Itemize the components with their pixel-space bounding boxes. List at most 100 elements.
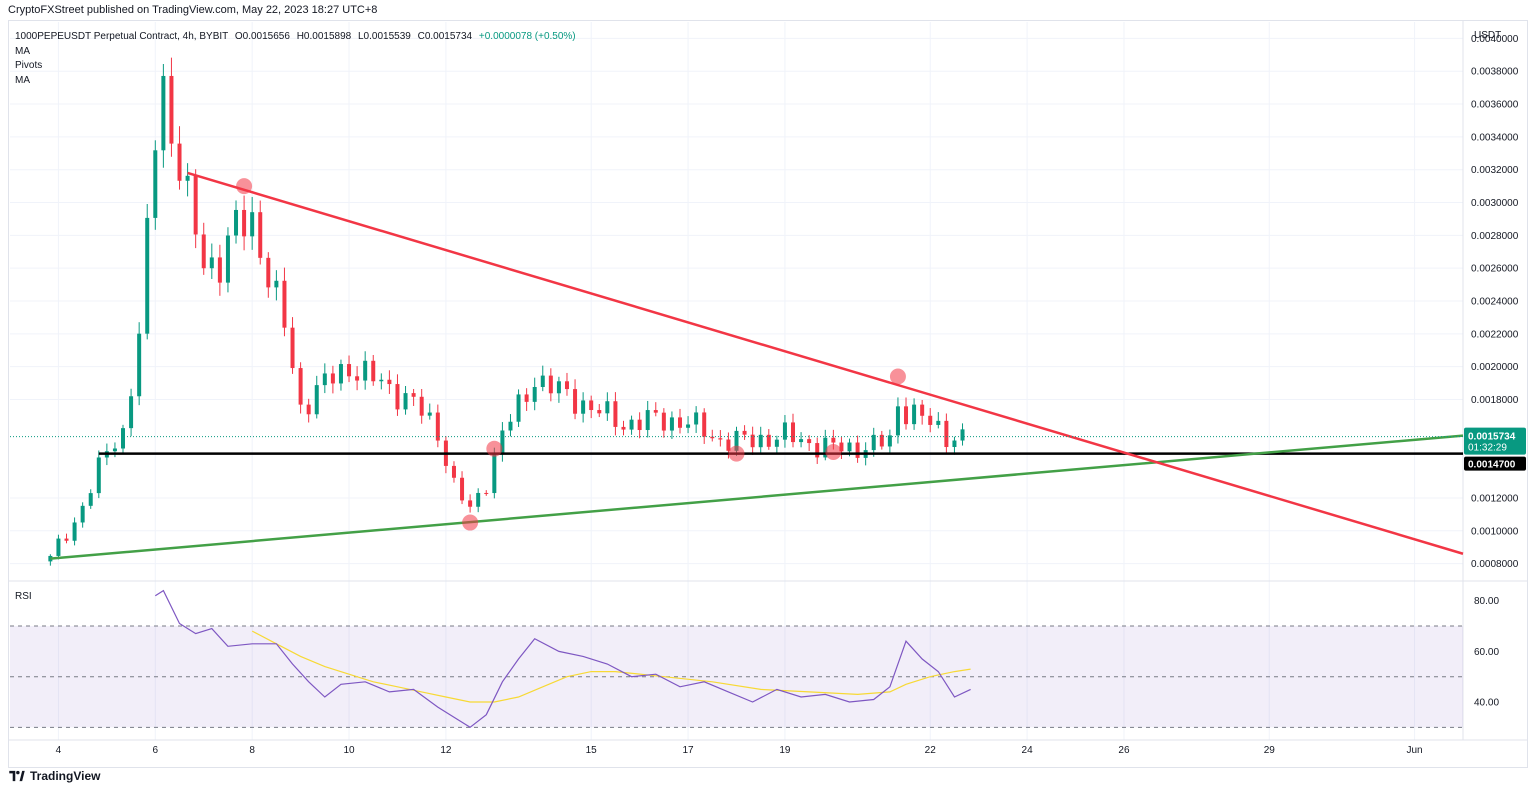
indicator-ma-2[interactable]: MA bbox=[15, 74, 30, 86]
candle-body bbox=[201, 234, 206, 269]
candle-body bbox=[613, 401, 618, 427]
price-tick-label: 0.0024000 bbox=[1471, 297, 1519, 308]
candle-body bbox=[274, 280, 279, 288]
chart-frame bbox=[8, 20, 1528, 768]
rsi-label[interactable]: RSI bbox=[15, 591, 32, 602]
candle-body bbox=[137, 333, 142, 397]
candle-body bbox=[589, 400, 594, 411]
candle-body bbox=[920, 404, 925, 416]
candle-body bbox=[831, 437, 836, 443]
price-tick-label: 0.0012000 bbox=[1471, 493, 1519, 504]
time-tick-label: 19 bbox=[779, 745, 791, 756]
candle-body bbox=[169, 75, 174, 144]
candle-body bbox=[904, 406, 909, 425]
candle-body bbox=[112, 448, 117, 452]
candle-body bbox=[677, 417, 682, 428]
price-axis-unit: USDT bbox=[1474, 30, 1501, 41]
symbol-line[interactable]: 1000PEPEUSDT Perpetual Contract, 4h, BYB… bbox=[15, 31, 229, 42]
candle-body bbox=[871, 434, 876, 451]
candle-body bbox=[435, 412, 440, 441]
price-tick-label: 0.0030000 bbox=[1471, 198, 1519, 209]
candle-body bbox=[556, 381, 561, 394]
candle-body bbox=[702, 412, 707, 437]
price-tick-label: 0.0026000 bbox=[1471, 264, 1519, 275]
rsi-background bbox=[10, 625, 1463, 728]
candle-body bbox=[72, 522, 77, 541]
indicator-ma-1[interactable]: MA bbox=[15, 45, 30, 57]
level-price-tag bbox=[1464, 456, 1526, 471]
candle-body bbox=[750, 434, 755, 448]
pivot-marker bbox=[462, 514, 479, 531]
candle-body bbox=[80, 505, 85, 523]
candle-body bbox=[234, 209, 239, 236]
candle-body bbox=[363, 360, 368, 381]
pivot-marker bbox=[236, 178, 253, 195]
candle-body bbox=[540, 375, 545, 387]
candle-body bbox=[476, 492, 481, 507]
price-tick-label: 0.0020000 bbox=[1471, 362, 1519, 373]
candle-body bbox=[694, 412, 699, 425]
candle-body bbox=[161, 75, 166, 151]
candle-body bbox=[637, 419, 642, 431]
candle-body bbox=[306, 404, 311, 415]
candle-body bbox=[153, 150, 158, 218]
time-tick-label: 24 bbox=[1022, 745, 1034, 756]
candle-body bbox=[734, 430, 739, 451]
candle-body bbox=[492, 454, 497, 494]
candle-body bbox=[928, 415, 933, 425]
candle-body bbox=[290, 327, 295, 369]
candle-body bbox=[484, 492, 489, 494]
candle-body bbox=[282, 280, 287, 328]
candle-body bbox=[371, 360, 376, 382]
rsi-line bbox=[154, 589, 971, 729]
pivot-marker bbox=[728, 445, 745, 462]
candle-body bbox=[564, 381, 569, 390]
footer-brand[interactable]: TradingView bbox=[8, 769, 100, 783]
price-tick-label: 0.0028000 bbox=[1471, 231, 1519, 242]
candle-body bbox=[726, 439, 731, 451]
symbol-row: 1000PEPEUSDT Perpetual Contract, 4h, BYB… bbox=[15, 30, 576, 45]
candle-body bbox=[427, 412, 432, 416]
drawings bbox=[10, 171, 1464, 560]
candle-body bbox=[887, 435, 892, 447]
level-price-label: 0.0014700 bbox=[1468, 460, 1516, 471]
candle-body bbox=[322, 373, 327, 386]
candle-body bbox=[387, 379, 392, 385]
candle-body bbox=[298, 368, 303, 405]
candle-body bbox=[952, 440, 957, 448]
candle-body bbox=[661, 412, 666, 431]
candle-body bbox=[944, 420, 949, 448]
close-value: C0.0015734 bbox=[417, 31, 473, 42]
candle-body bbox=[379, 379, 384, 382]
candle-body bbox=[548, 375, 553, 394]
candle-body bbox=[758, 434, 763, 448]
time-tick-label: 12 bbox=[440, 745, 452, 756]
candle-body bbox=[581, 400, 586, 414]
candle-body bbox=[225, 235, 230, 283]
candle-body bbox=[573, 389, 578, 414]
candle-body bbox=[96, 457, 101, 494]
pivot-marker bbox=[486, 440, 503, 457]
candle-body bbox=[782, 422, 787, 440]
indicator-pivots[interactable]: Pivots bbox=[15, 60, 43, 71]
time-tick-label: 15 bbox=[586, 745, 598, 756]
candle-body bbox=[411, 393, 416, 397]
pivot-marker bbox=[825, 443, 842, 460]
candle-body bbox=[129, 396, 134, 429]
candle-body bbox=[669, 417, 674, 431]
candle-body bbox=[766, 434, 771, 447]
price-tick-label: 0.0008000 bbox=[1471, 559, 1519, 570]
candle-body bbox=[177, 143, 182, 181]
candle-body bbox=[895, 406, 900, 436]
candles bbox=[48, 57, 965, 566]
candle-body bbox=[500, 430, 505, 455]
open-value: O0.0015656 bbox=[234, 31, 290, 42]
candle-body bbox=[799, 439, 804, 443]
rsi-tick-label: 40.00 bbox=[1474, 698, 1499, 709]
support-trendline bbox=[50, 434, 1464, 560]
time-tick-label: 26 bbox=[1118, 745, 1130, 756]
candle-body bbox=[597, 410, 602, 414]
candle-body bbox=[718, 438, 723, 440]
